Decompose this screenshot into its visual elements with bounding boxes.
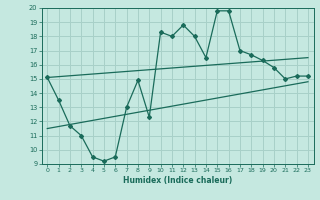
- X-axis label: Humidex (Indice chaleur): Humidex (Indice chaleur): [123, 176, 232, 185]
